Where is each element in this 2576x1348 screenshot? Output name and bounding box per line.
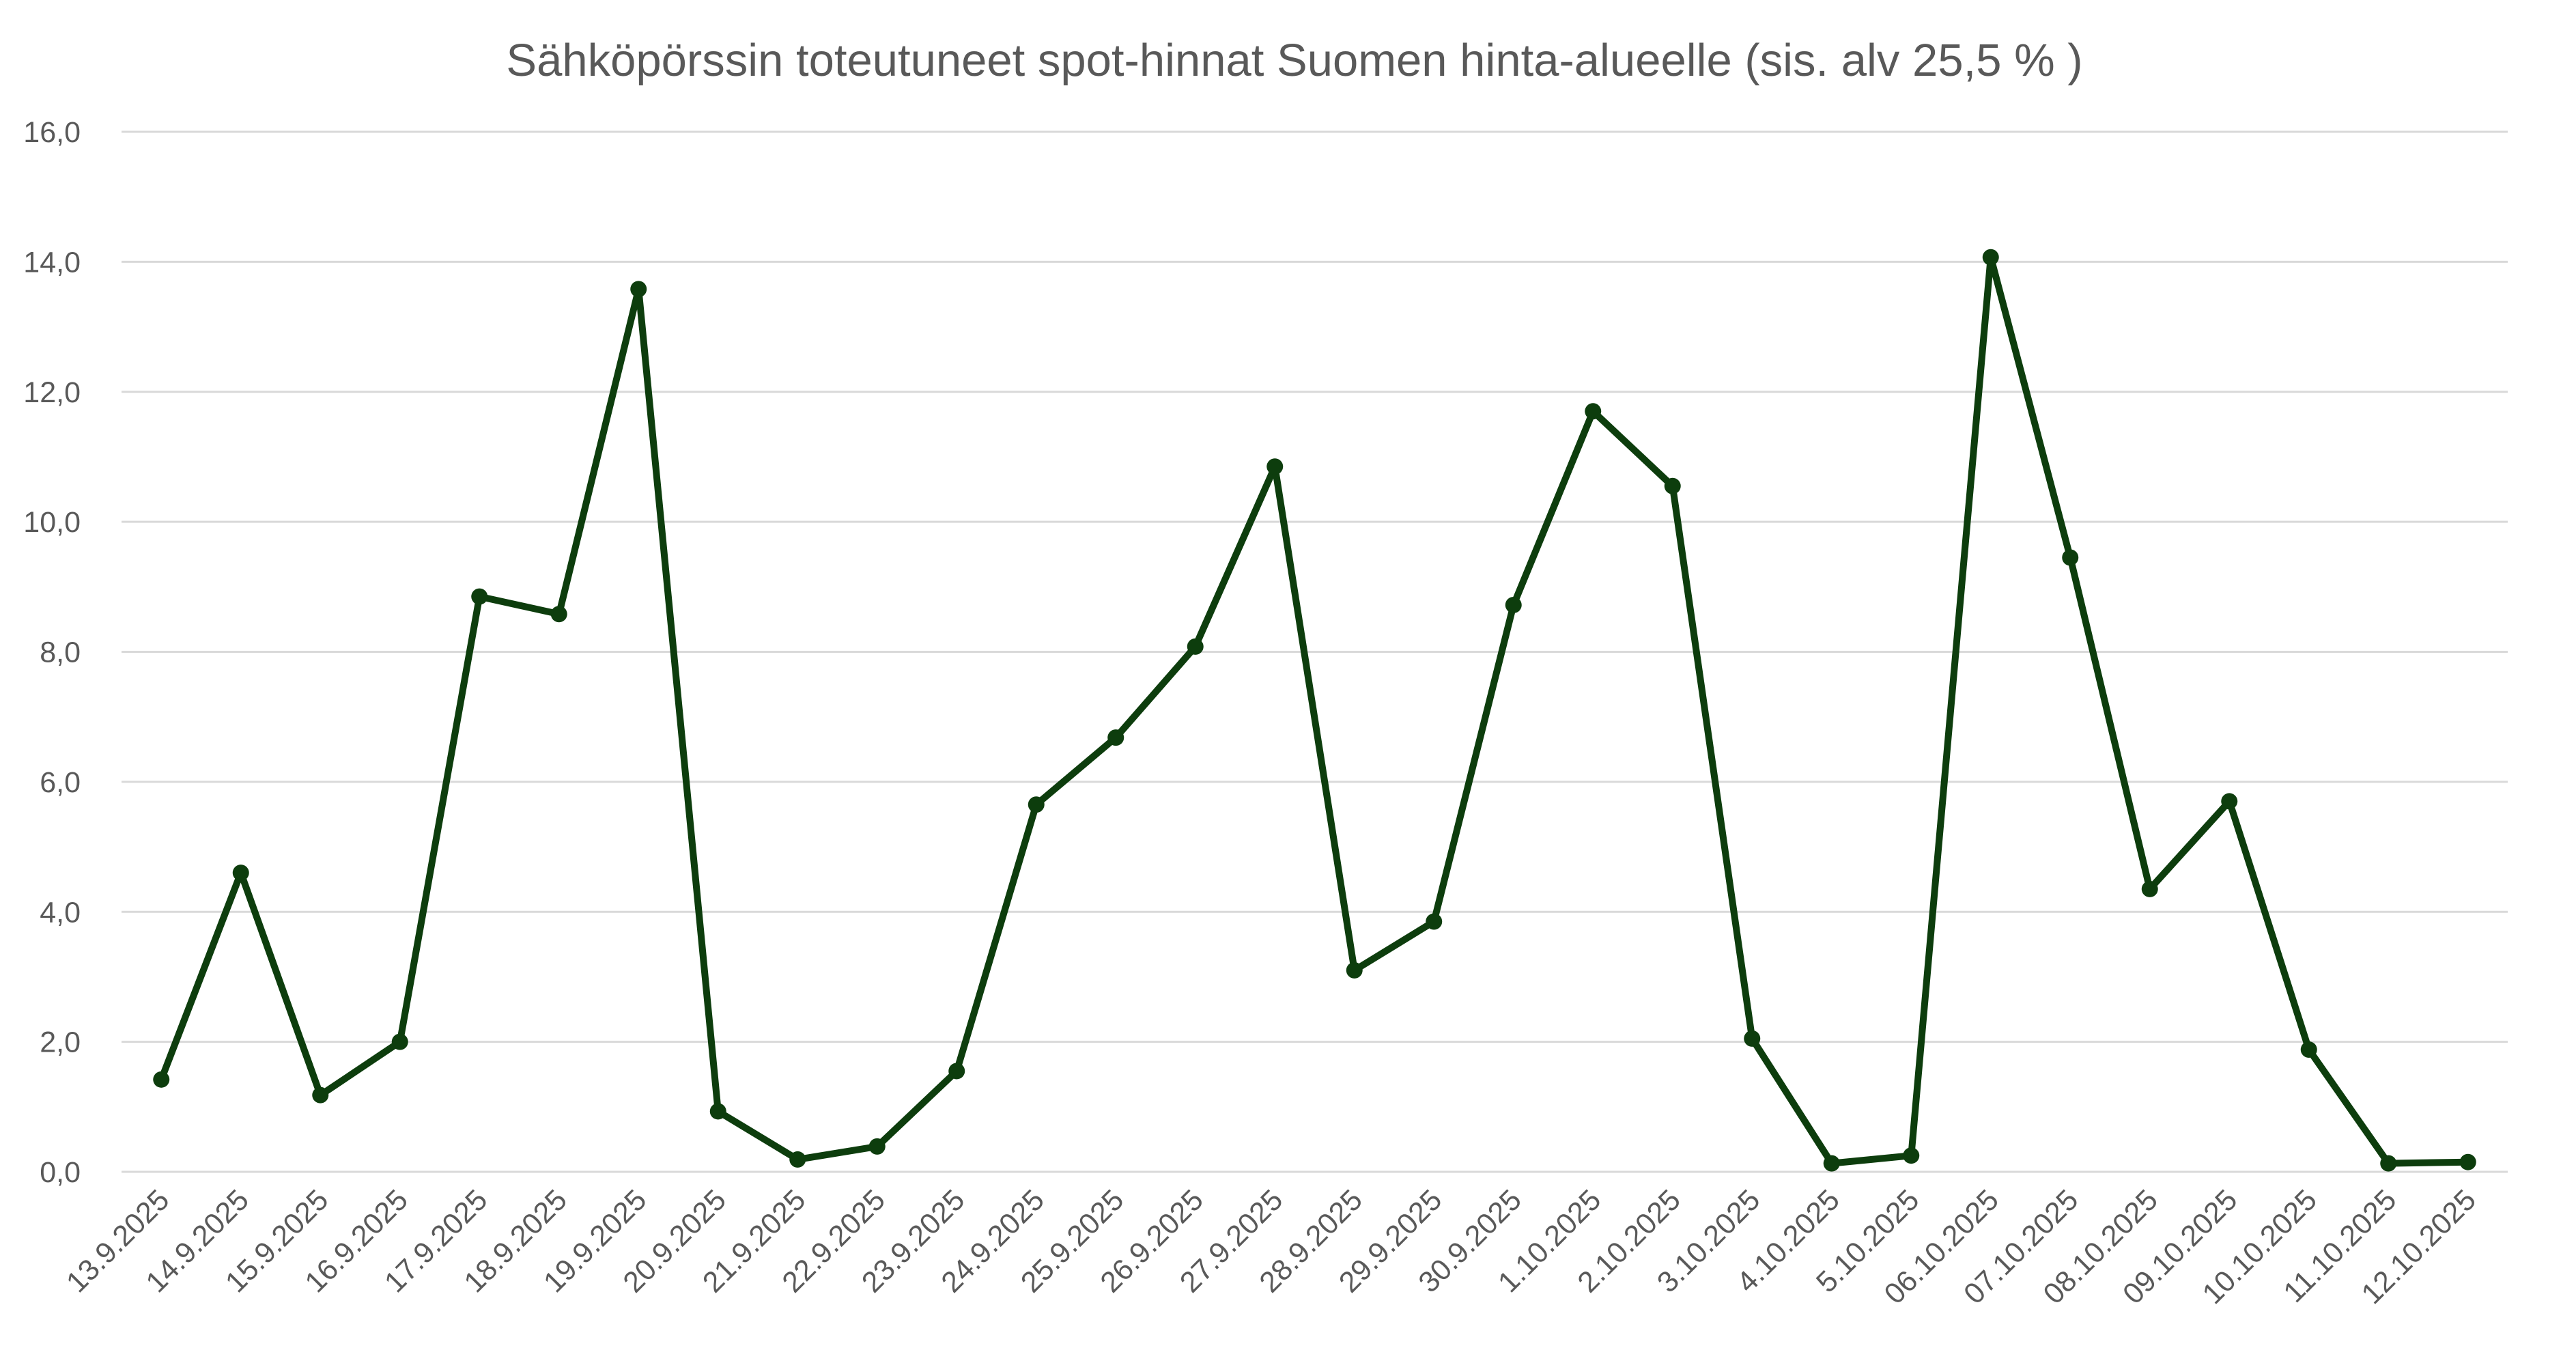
data-point xyxy=(1903,1147,1920,1164)
y-tick-label: 0,0 xyxy=(40,1156,81,1189)
data-point xyxy=(1505,596,1522,613)
data-point xyxy=(948,1063,965,1080)
chart-title: Sähköpörssin toteutuneet spot-hinnat Suo… xyxy=(506,35,2082,86)
data-point xyxy=(550,606,567,623)
data-point xyxy=(1823,1155,1840,1172)
series-line xyxy=(158,253,2472,1167)
price-series xyxy=(153,249,2476,1172)
data-point xyxy=(1187,638,1204,655)
data-point xyxy=(1982,249,1999,266)
data-point xyxy=(1426,913,1443,930)
data-point xyxy=(2380,1155,2397,1172)
y-tick-label: 2,0 xyxy=(40,1026,81,1059)
data-point xyxy=(1585,403,1602,420)
data-point xyxy=(2300,1041,2317,1058)
data-point xyxy=(2062,549,2079,566)
y-tick-label: 8,0 xyxy=(40,636,81,669)
y-axis-tick-labels: 0,0 2,0 4,0 6,0 8,0 10,0 12,0 14,0 16,0 xyxy=(23,116,81,1189)
data-point xyxy=(709,1103,726,1120)
y-tick-label: 12,0 xyxy=(23,376,81,409)
data-point xyxy=(391,1033,408,1050)
data-point xyxy=(1028,796,1045,813)
data-point xyxy=(471,588,488,605)
data-point xyxy=(2221,793,2238,810)
data-point xyxy=(1107,729,1124,746)
data-point xyxy=(153,1071,170,1088)
data-point xyxy=(789,1151,806,1168)
data-point xyxy=(630,281,647,298)
y-tick-label: 14,0 xyxy=(23,246,81,279)
data-point xyxy=(1744,1030,1761,1047)
gridlines xyxy=(122,130,2508,1173)
data-point xyxy=(868,1138,886,1155)
y-tick-label: 6,0 xyxy=(40,766,81,799)
data-point xyxy=(2141,880,2158,897)
y-tick-label: 16,0 xyxy=(23,116,81,149)
y-tick-label: 4,0 xyxy=(40,896,81,929)
data-point xyxy=(312,1086,329,1104)
data-point xyxy=(232,865,249,882)
y-tick-label: 10,0 xyxy=(23,506,81,539)
data-point xyxy=(1346,961,1363,979)
data-point xyxy=(2459,1153,2476,1170)
data-point xyxy=(1664,477,1681,494)
data-point xyxy=(1266,458,1284,475)
